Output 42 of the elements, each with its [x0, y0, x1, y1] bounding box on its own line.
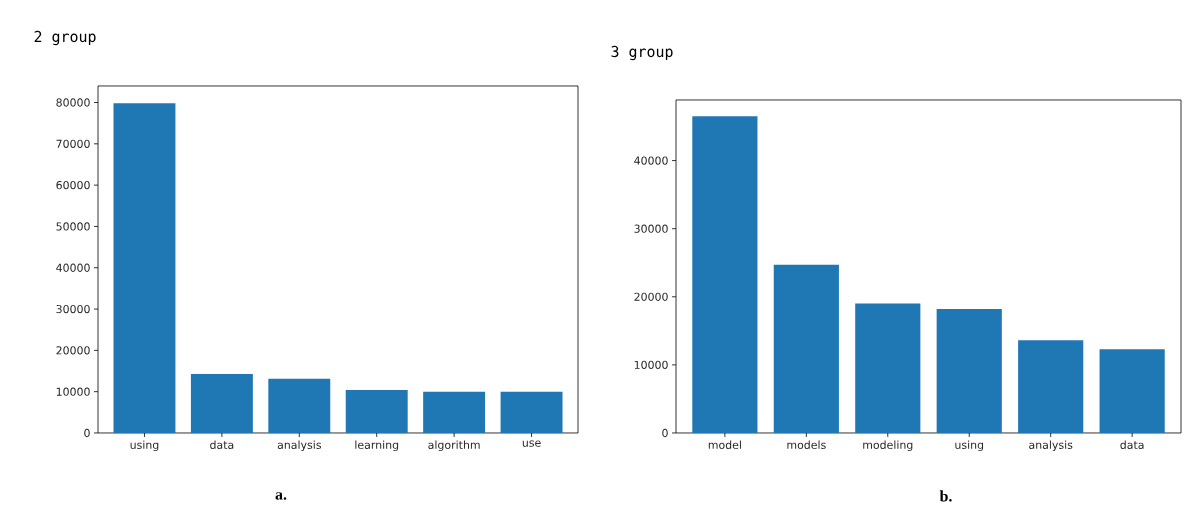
bar	[936, 309, 1002, 433]
x-tick-label: use	[522, 440, 541, 447]
bar	[500, 391, 563, 433]
y-tick-label: 20000	[634, 292, 668, 301]
bar	[855, 303, 921, 433]
x-tick-label: learning	[355, 440, 399, 452]
bar	[190, 373, 253, 433]
x-tick-label: algorithm	[428, 440, 480, 452]
y-tick-label: 10000	[634, 360, 668, 370]
x-tick-label: data	[210, 440, 234, 449]
x-tick-label: analysis	[277, 440, 321, 452]
y-tick-label: 30000	[56, 304, 90, 314]
bar	[345, 390, 408, 433]
y-tick-label: 0	[662, 428, 668, 438]
bar	[1099, 349, 1165, 433]
y-tick-label: 80000	[56, 98, 90, 107]
bar	[692, 116, 758, 433]
bar	[773, 264, 839, 433]
y-tick-label: 40000	[56, 263, 90, 272]
x-tick-label: model	[708, 440, 741, 449]
x-tick-label: data	[1120, 440, 1144, 449]
y-tick-label: 20000	[56, 346, 90, 355]
y-tick-label: 40000	[634, 156, 668, 165]
y-tick-label: 70000	[56, 139, 90, 148]
chart-title: 2 group	[34, 30, 96, 46]
x-tick-label: using	[955, 440, 984, 452]
bar	[423, 391, 486, 433]
y-tick-label: 50000	[56, 222, 90, 231]
text: a.	[275, 492, 287, 500]
bar	[1018, 340, 1084, 433]
chart-title: 3 group	[611, 45, 673, 61]
bar	[113, 103, 176, 433]
y-tick-label: 0	[84, 428, 90, 438]
x-tick-label: analysis	[1029, 440, 1073, 452]
x-tick-label: modeling	[863, 440, 913, 452]
y-tick-label: 60000	[56, 180, 90, 190]
y-tick-label: 30000	[634, 224, 668, 233]
text: b.	[939, 490, 952, 502]
bar	[268, 378, 331, 433]
y-tick-label: 10000	[56, 387, 90, 396]
x-tick-label: using	[130, 440, 159, 452]
x-tick-label: models	[787, 440, 826, 449]
